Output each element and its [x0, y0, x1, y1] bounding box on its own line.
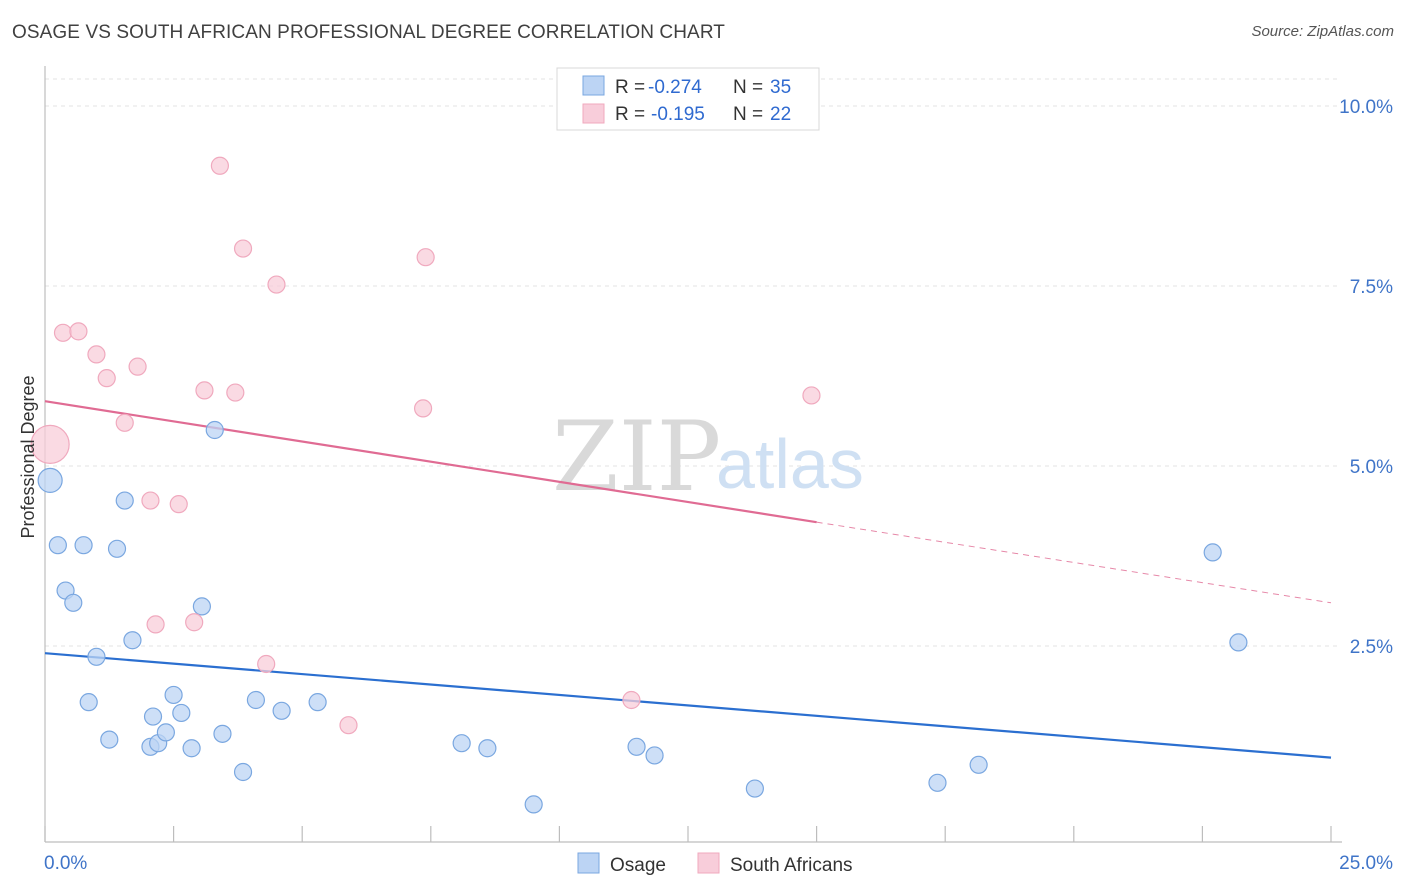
- point-osage-12: [143, 707, 163, 726]
- point-osage-7: [100, 730, 119, 749]
- point-south-africans-14: [233, 239, 253, 258]
- point-osage-20: [213, 724, 232, 743]
- point-south-africans-8: [146, 615, 165, 634]
- y-tick-labels: 2.5% 5.0% 7.5% 10.0%: [1339, 97, 1393, 658]
- point-osage-1: [48, 536, 67, 555]
- legend-swatch-south-africans: [582, 103, 605, 124]
- trend-line-osage: [44, 652, 1332, 759]
- point-osage-31: [928, 773, 947, 792]
- point-osage-33: [1203, 543, 1222, 562]
- y-tick-label-1: 5.0%: [1350, 457, 1393, 478]
- point-osage-14: [156, 723, 175, 742]
- point-south-africans-13: [226, 383, 245, 402]
- legend-r-value-osage: -0.274: [648, 77, 702, 98]
- point-south-africans-9: [169, 495, 188, 514]
- y-tick-label-0: 2.5%: [1350, 637, 1393, 658]
- series-legend-label-osage: Osage: [610, 855, 666, 876]
- trend-line-extension-south-africans: [816, 521, 1332, 604]
- legend-n-label-south-africans: N =: [733, 104, 763, 125]
- point-south-africans-5: [115, 413, 134, 432]
- series-legend-swatch-osage: [577, 852, 600, 874]
- point-south-africans-6: [128, 357, 147, 376]
- point-osage-17: [182, 739, 201, 758]
- point-osage-34: [1229, 633, 1248, 652]
- point-osage-10: [123, 631, 142, 650]
- series-legend: Osage South Africans: [577, 852, 853, 876]
- legend-n-value-south-africans: 22: [770, 104, 791, 125]
- point-osage-22: [246, 690, 266, 710]
- legend-r-label-south-africans: R =: [615, 104, 645, 125]
- point-south-africans-15: [257, 654, 276, 674]
- watermark-atlas: atlas: [716, 425, 864, 503]
- point-south-africans-17: [339, 716, 358, 735]
- legend-r-label-osage: R =: [615, 77, 645, 98]
- trend-lines: [44, 400, 1332, 759]
- point-south-africans-21: [802, 386, 821, 405]
- point-osage-23: [272, 701, 291, 720]
- point-osage-30: [745, 779, 764, 798]
- x-tick-labels: 0.0% 25.0%: [44, 853, 1393, 874]
- source-label: Source: ZipAtlas.com: [1251, 23, 1394, 40]
- x-tick-label-min: 0.0%: [44, 853, 87, 874]
- stats-legend: R = -0.274 N = 35 R = -0.195 N = 22: [556, 67, 820, 131]
- legend-r-value-south-africans: -0.195: [651, 104, 705, 125]
- point-osage-29: [645, 746, 664, 765]
- point-south-africans-2: [69, 322, 88, 341]
- point-osage-3: [64, 593, 83, 612]
- point-south-africans-12: [210, 156, 229, 175]
- point-south-africans-19: [416, 248, 435, 267]
- point-osage-8: [107, 539, 127, 558]
- y-tick-label-2: 7.5%: [1350, 277, 1393, 298]
- point-osage-19: [205, 420, 224, 440]
- point-south-africans-10: [185, 613, 204, 632]
- point-south-africans-11: [195, 381, 214, 400]
- series-legend-swatch-south-africans: [697, 852, 720, 874]
- point-osage-16: [172, 703, 191, 723]
- point-osage-9: [115, 491, 134, 510]
- point-south-africans-7: [141, 491, 160, 510]
- series-legend-label-south-africans: South Africans: [730, 855, 853, 876]
- point-south-africans-16: [267, 275, 286, 294]
- point-osage-32: [969, 755, 988, 774]
- y-tick-label-3: 10.0%: [1339, 97, 1393, 118]
- legend-n-label-osage: N =: [733, 77, 763, 98]
- point-osage-18: [192, 597, 211, 616]
- point-south-africans-0: [30, 424, 70, 464]
- point-south-africans-18: [413, 399, 433, 418]
- x-tick-label-max: 25.0%: [1339, 853, 1393, 874]
- point-osage-15: [164, 685, 183, 705]
- y-axis-label: Professional Degree: [18, 375, 38, 538]
- point-south-africans-3: [87, 345, 106, 364]
- point-osage-6: [87, 647, 106, 666]
- point-osage-4: [74, 536, 93, 555]
- point-osage-21: [233, 762, 253, 782]
- legend-swatch-osage: [582, 75, 605, 96]
- watermark-zip: ZIP: [552, 401, 721, 513]
- trend-line-south-africans: [44, 400, 817, 524]
- point-osage-0: [37, 467, 63, 493]
- point-osage-28: [627, 737, 646, 756]
- point-osage-26: [478, 739, 497, 758]
- legend-n-value-osage: 35: [770, 77, 791, 98]
- point-osage-5: [79, 693, 98, 712]
- watermark: ZIP atlas: [552, 401, 864, 513]
- point-osage-27: [524, 795, 543, 814]
- point-south-africans-4: [97, 369, 116, 388]
- point-south-africans-1: [53, 323, 73, 342]
- point-osage-25: [452, 734, 471, 753]
- gridlines: [45, 78, 1340, 647]
- point-osage-24: [308, 693, 327, 712]
- point-south-africans-20: [622, 690, 641, 710]
- data-points: [30, 156, 1248, 814]
- chart-title: OSAGE VS SOUTH AFRICAN PROFESSIONAL DEGR…: [12, 22, 725, 43]
